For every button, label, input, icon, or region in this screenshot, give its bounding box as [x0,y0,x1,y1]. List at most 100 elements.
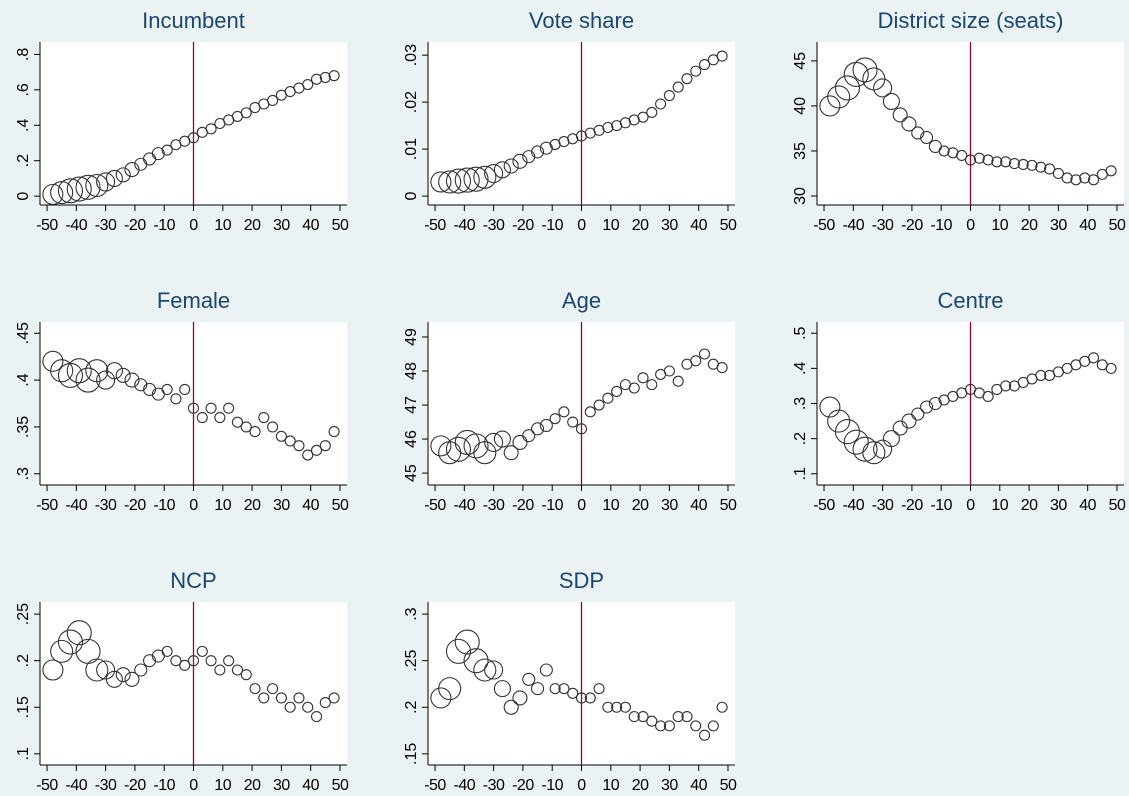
y-tick-label: 30 [792,187,809,205]
point [663,720,675,732]
point [66,176,92,202]
x-tick-label: 0 [189,217,198,234]
point [690,65,702,77]
point [143,382,157,396]
point [1017,158,1029,171]
y-tick-label: .25 [403,649,420,671]
point [852,57,878,83]
x-tick-label: 10 [602,497,619,514]
point [503,445,519,461]
x-tick-label: 40 [302,217,319,234]
point [873,439,893,459]
panel: Vote share 0 .01 .02 .03 -50 -40 -30 -20 -10 0 10 20… [403,8,737,234]
point [512,153,528,169]
x-tick-label: -50 [424,217,446,234]
point [593,399,605,411]
x-tick-label: -20 [512,497,534,514]
x-tick-label: 20 [244,217,261,234]
point [611,701,623,713]
point [655,98,667,110]
point [205,402,217,414]
point [293,440,305,452]
point [1079,172,1091,184]
x-tick-label: 10 [214,497,231,514]
x-tick-label: -30 [95,217,117,234]
x-tick-label: -30 [872,497,894,514]
point [602,121,614,134]
point [512,434,528,451]
point [619,701,631,713]
point [834,419,861,445]
point [1087,352,1100,364]
point [275,430,287,442]
x-tick-label: -20 [124,777,146,794]
point [852,436,878,462]
point [862,441,886,465]
y-tick-label: .3 [15,467,32,480]
x-tick-label: 0 [966,497,975,514]
y-tick-label: .2 [403,700,420,713]
x-tick-label: 10 [602,217,619,234]
point [463,433,489,459]
x-tick-label: 40 [690,217,707,234]
point [539,663,553,677]
point [134,378,148,392]
point [637,111,649,123]
point [258,412,270,424]
x-tick-label: -30 [483,217,505,234]
panel-title: Female [157,288,230,313]
point [646,379,658,391]
point [328,426,340,438]
point [1026,159,1038,171]
point [1061,172,1073,184]
point [911,126,925,140]
point [882,430,900,448]
x-tick-label: 20 [632,777,649,794]
point [223,655,235,667]
x-tick-label: -50 [36,217,58,234]
x-tick-label: 50 [720,777,737,794]
point [430,687,452,709]
point [205,655,217,667]
x-tick-label: -10 [930,217,952,234]
point [503,699,519,715]
x-tick-label: 0 [189,777,198,794]
point [161,144,173,156]
x-tick-label: 50 [332,217,349,234]
x-tick-label: -10 [541,217,563,234]
point [42,350,64,372]
point [531,682,545,696]
y-tick-label: .1 [15,747,32,760]
x-tick-label: 0 [577,217,586,234]
point [179,659,191,671]
point [302,78,314,91]
point [445,638,472,664]
x-tick-label: 0 [577,777,586,794]
x-tick-label: -50 [424,497,446,514]
point [85,658,109,682]
point [463,648,489,674]
point [628,711,640,723]
y-tick-label: 45 [792,52,809,70]
point [672,375,684,387]
point [134,663,148,677]
panel: Female .3 .35 .4 .45 -50 -40 -30 -20 -10 0 10 20 30 40… [15,288,349,514]
point [42,183,64,205]
point [991,156,1003,168]
point [663,365,675,377]
point [319,440,331,452]
y-tick-label: .6 [15,83,32,96]
x-tick-label: -30 [483,777,505,794]
point [827,409,851,433]
point [522,429,536,443]
x-tick-label: -20 [512,217,534,234]
y-tick-label: 0 [403,192,420,201]
x-tick-label: -10 [930,497,952,514]
panel: SDP .15 .2 .25 .3 -50 -40 -30 -20 -10 0 10 20 30 40 50 [403,568,737,794]
point [124,671,140,687]
point [681,73,693,85]
point [646,715,658,727]
point [531,422,545,436]
point [819,396,841,418]
y-tick-label: .45 [15,322,32,344]
